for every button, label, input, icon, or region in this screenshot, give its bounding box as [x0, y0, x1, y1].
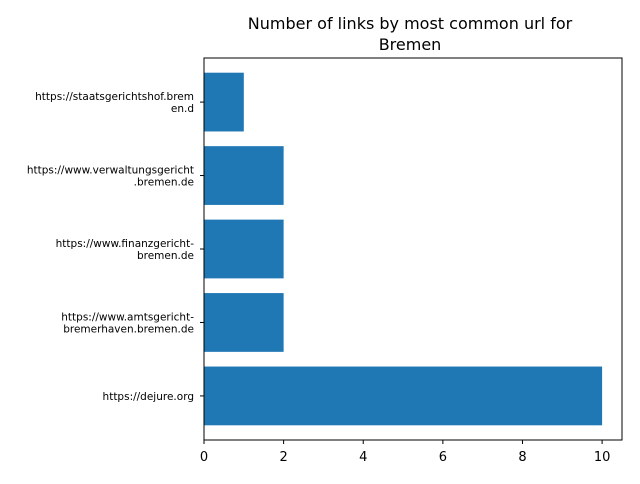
y-tick-label: https://dejure.org: [103, 391, 194, 403]
bar: [204, 72, 244, 132]
y-tick-label-line: bremerhaven.bremen.de: [63, 323, 194, 335]
bar: [204, 293, 284, 352]
x-axis-ticks: 0 2 4 6 8 10: [200, 440, 611, 465]
x-tick-label: 6: [439, 450, 447, 465]
bars: [204, 72, 603, 426]
x-tick-label: 0: [200, 450, 208, 465]
y-tick-label-line: en.d: [171, 103, 194, 115]
chart-title: Number of links by most common url for Br…: [248, 14, 573, 54]
y-tick-label-line: https://www.amtsgericht-: [61, 311, 194, 323]
chart-title-line: Number of links by most common url for: [248, 14, 573, 33]
x-tick-label: 2: [279, 450, 287, 465]
y-tick-label-line: bremen.de: [137, 250, 194, 262]
bar: [204, 366, 603, 426]
chart-title-line: Bremen: [379, 35, 442, 54]
plot-frame: [203, 57, 623, 441]
bar: [204, 219, 284, 279]
y-tick-label-line: https://staatsgerichtshof.brem: [35, 91, 194, 103]
y-tick-label-line: .bremen.de: [134, 177, 194, 189]
y-tick-label: https://www.verwaltungsgericht .bremen.de: [27, 165, 194, 189]
y-tick-label: https://www.finanzgericht-bremen.de: [56, 238, 195, 262]
y-axis-ticks: https://dejure.org https://www.amtsgerich…: [27, 91, 204, 403]
bar: [204, 146, 284, 205]
y-tick-label: https://www.amtsgericht-bremerhaven.brem…: [61, 311, 194, 335]
x-tick-label: 10: [594, 450, 611, 465]
x-tick-label: 8: [518, 450, 526, 465]
y-tick-label: https://staatsgerichtshof.brem en.d: [35, 91, 194, 115]
y-tick-label-line: https://dejure.org: [103, 391, 194, 403]
y-tick-label-line: https://www.finanzgericht-: [56, 238, 195, 250]
y-tick-label-line: https://www.verwaltungsgericht: [27, 165, 194, 177]
x-tick-label: 4: [359, 450, 367, 465]
